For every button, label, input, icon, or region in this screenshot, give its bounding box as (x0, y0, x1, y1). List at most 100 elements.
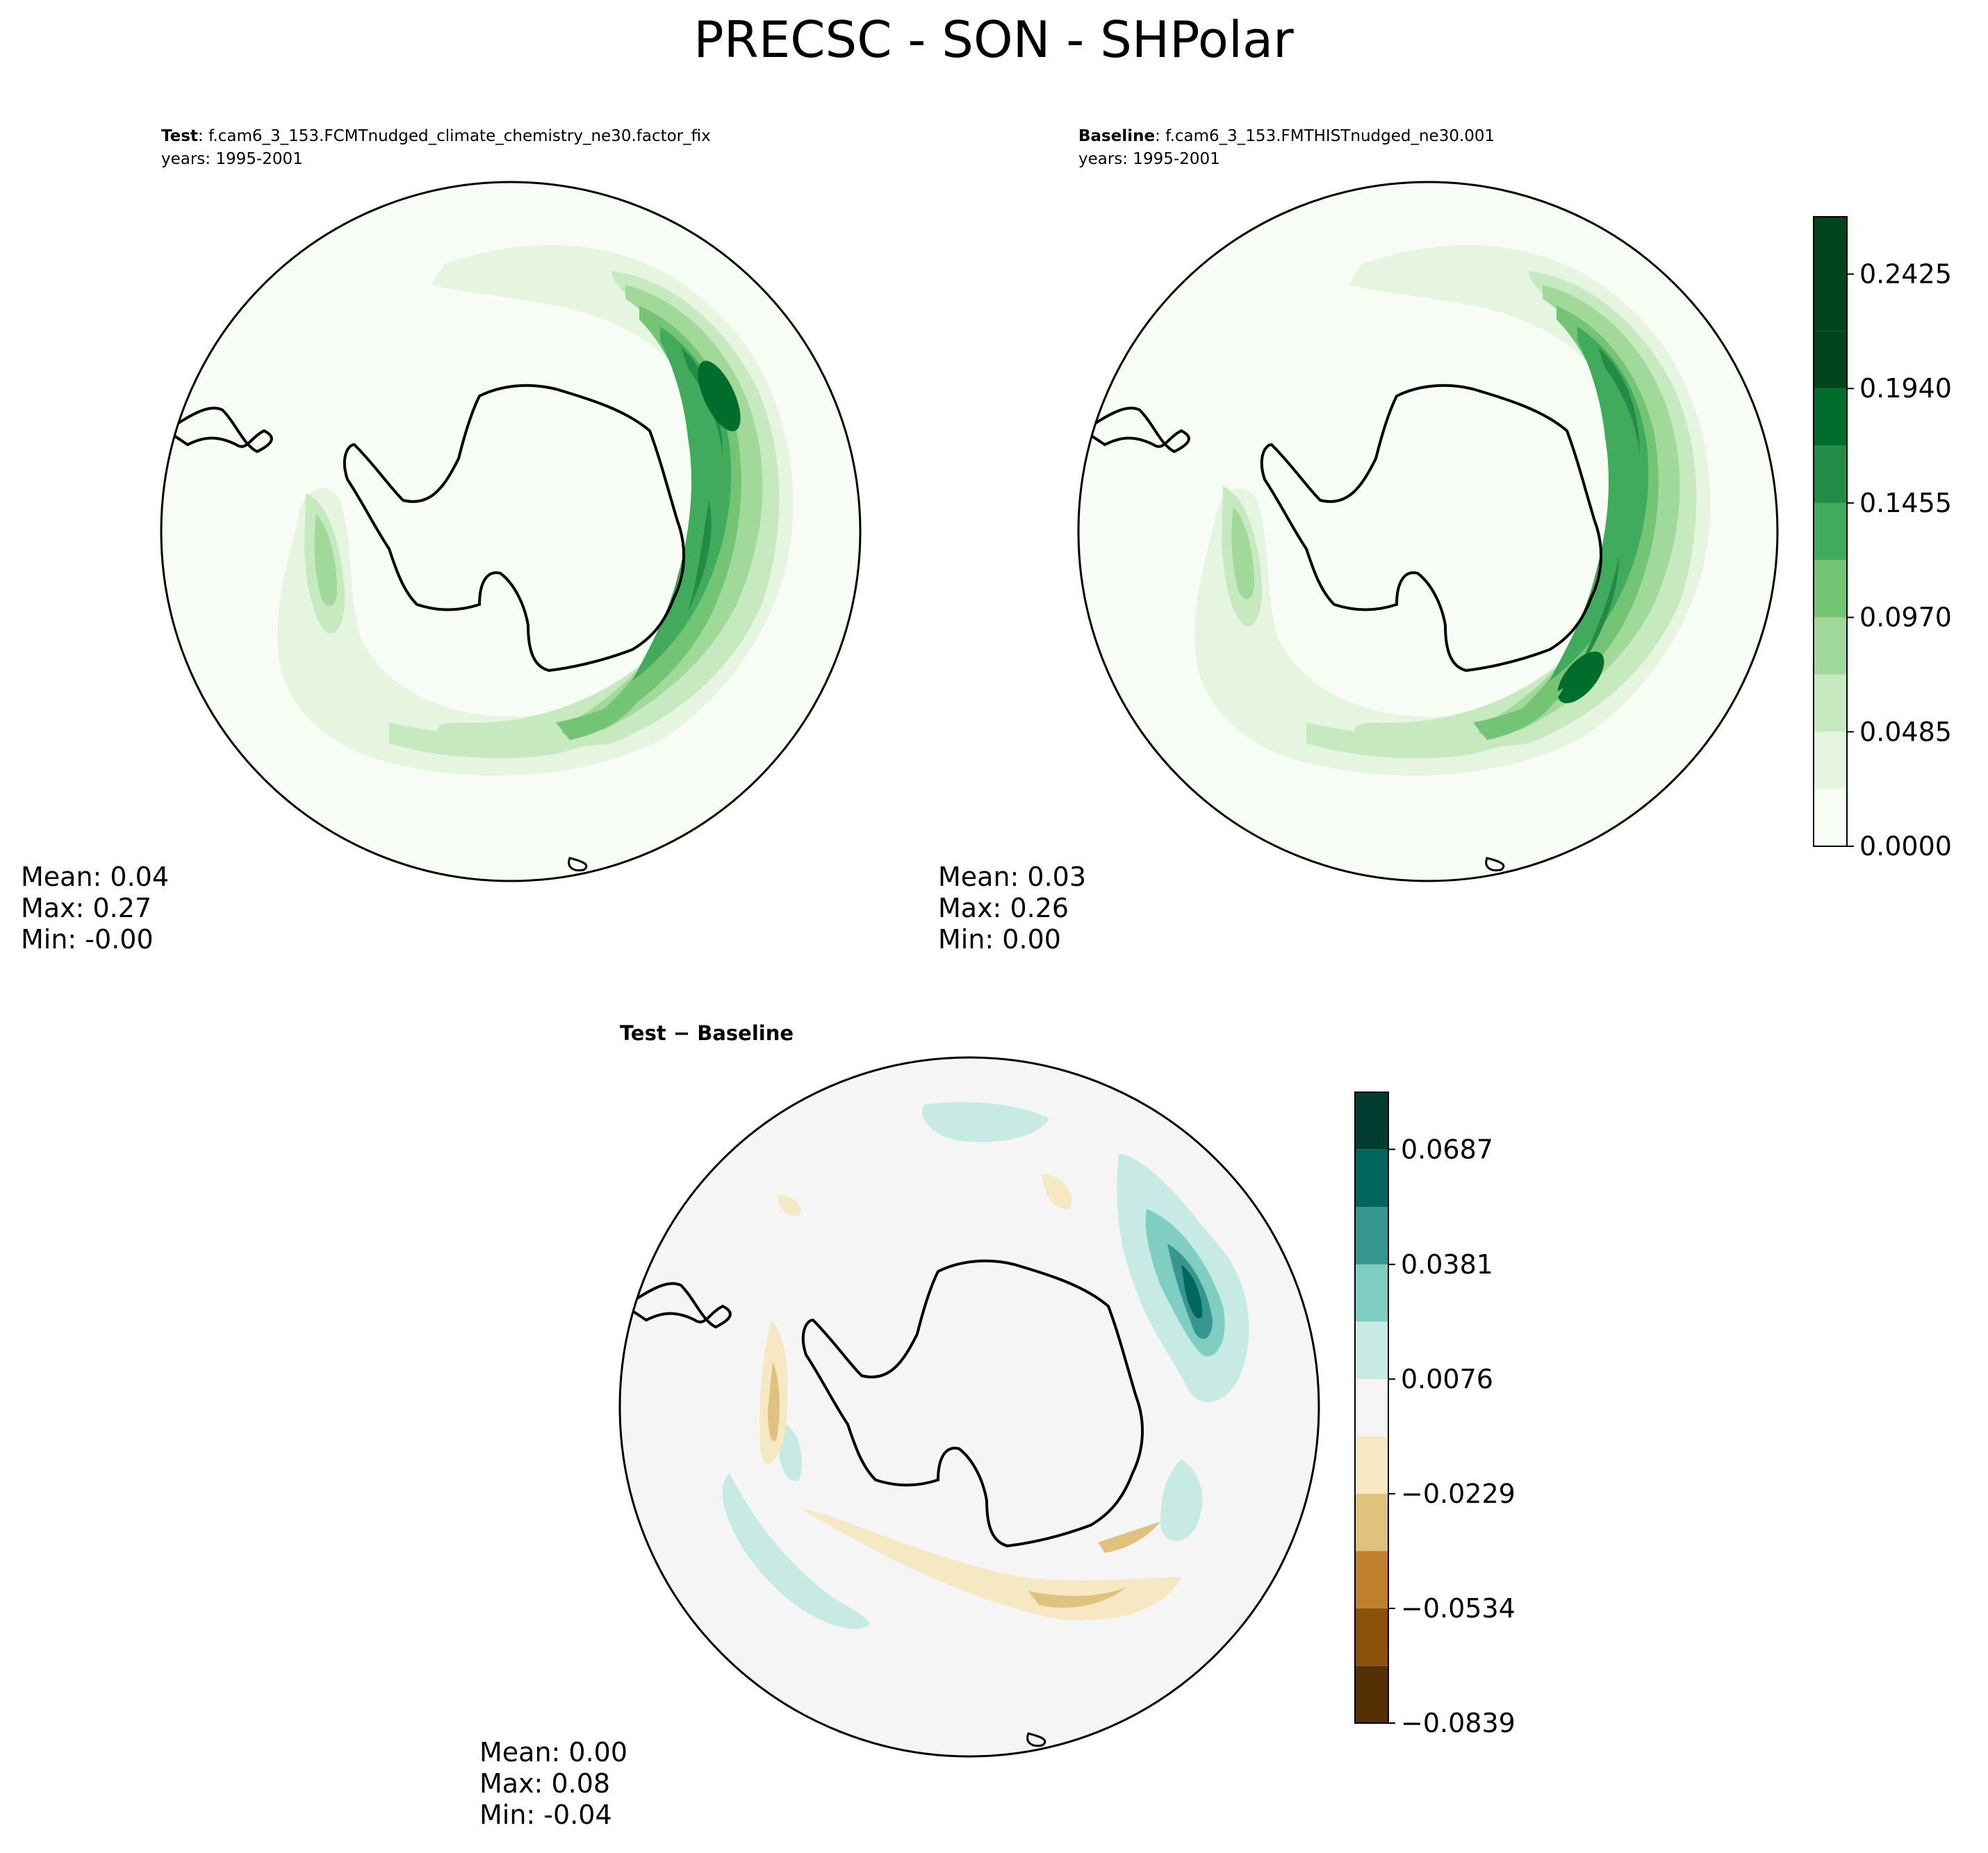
colorbar-diff: −0.0839 −0.0534 −0.0229 0.0076 0.0381 0.0687 (1354, 1092, 1515, 1738)
baseline-band-max (1557, 651, 1604, 704)
test-band-south-core (556, 688, 646, 740)
diff-map-field (620, 1057, 1319, 1756)
baseline-band-core2 (1550, 327, 1649, 681)
diff-colorbar-segment (1355, 1551, 1388, 1608)
test-min: Min: -0.00 (21, 924, 154, 955)
diff-pos-southeast (1160, 1459, 1203, 1542)
baseline-years: years: 1995-2001 (1078, 150, 1220, 168)
precip-colorbar-tick-label: 0.2425 (1859, 259, 1952, 290)
diff-colorbar-tick-label: −0.0839 (1401, 1708, 1515, 1738)
test-label-rest: : f.cam6_3_153.FCMTnudged_climate_chemis… (198, 127, 711, 145)
diff-neg-west-core (768, 1362, 780, 1442)
test-band-south (389, 723, 605, 759)
diff-colorbar-frame (1354, 1092, 1389, 1724)
precip-colorbar-segment (1814, 789, 1847, 846)
baseline-map-field (1078, 182, 1777, 881)
diff-colorbar-tick-label: 0.0687 (1401, 1134, 1493, 1164)
test-band-core2 (632, 327, 732, 681)
diff-colorbar-tick-label: 0.0076 (1401, 1364, 1493, 1394)
precip-colorbar-segment (1814, 617, 1847, 675)
test-patch-west-core (314, 514, 337, 607)
diff-map-frame (618, 1056, 1320, 1758)
diff-neg-south (799, 1508, 1181, 1620)
baseline-island (1485, 857, 1505, 872)
diff-pos-east-core (1181, 1265, 1203, 1319)
precip-colorbar-tick-label: 0.0970 (1859, 602, 1952, 633)
diff-neg-north (778, 1174, 1072, 1217)
test-map-frame (160, 181, 862, 882)
precip-colorbar-segment (1814, 388, 1847, 446)
diff-min: Min: -0.04 (479, 1800, 612, 1830)
baseline-band-south-core (1473, 688, 1563, 740)
baseline-band-outer (1194, 245, 1711, 776)
diff-colorbar-segment (1355, 1665, 1388, 1723)
diff-colorbar-tick-label: −0.0229 (1401, 1479, 1515, 1509)
test-south-america (164, 406, 273, 454)
diff-colorbar-segment (1355, 1092, 1388, 1150)
diff-pos-southwest (722, 1473, 870, 1629)
test-band-max (698, 361, 741, 431)
precip-colorbar-segment (1814, 502, 1847, 561)
colorbar-precip: 0.0000 0.0485 0.0970 0.1455 0.1940 0.2425 (1813, 216, 1952, 862)
precip-colorbar-tick-label: 0.0485 (1859, 716, 1952, 747)
test-max: Max: 0.27 (21, 893, 151, 923)
diff-colorbar-segment (1355, 1207, 1388, 1265)
baseline-south-america (1081, 406, 1190, 454)
precip-colorbar-segment (1814, 217, 1847, 274)
baseline-panel: Baseline: f.cam6_3_153.FMTHISTnudged_ne3… (938, 127, 1779, 955)
diff-colorbar-tick-label: −0.0534 (1401, 1593, 1515, 1624)
diff-colorbar-tick-label: 0.0381 (1401, 1249, 1493, 1280)
baseline-max: Max: 0.26 (938, 893, 1069, 923)
baseline-label-bold: Baseline (1078, 127, 1155, 145)
diff-max: Max: 0.08 (479, 1768, 610, 1799)
diff-panel: Test − Baseline Mean: 0.00 Max: 0.08 (479, 1021, 1320, 1830)
test-years: years: 1995-2001 (161, 150, 303, 168)
precip-colorbar-frame (1813, 216, 1848, 847)
diff-south-america (623, 1282, 732, 1329)
precip-colorbar-segment (1814, 445, 1847, 503)
test-island (568, 857, 588, 872)
precip-colorbar-segment (1814, 560, 1847, 618)
diff-panel-label: Test − Baseline (620, 1021, 794, 1045)
precip-colorbar-segment (1814, 274, 1847, 331)
diff-colorbar-segment (1355, 1493, 1388, 1551)
precip-colorbar-segment (1814, 674, 1847, 732)
precip-colorbar-segment (1814, 732, 1847, 789)
precip-colorbar-tick-label: 0.1455 (1859, 488, 1952, 518)
diff-antarctica-coast (801, 1259, 1144, 1548)
test-mean: Mean: 0.04 (21, 862, 169, 892)
diff-colorbar-segment (1355, 1149, 1388, 1208)
baseline-band-core3 (1570, 347, 1640, 681)
diff-colorbar-segment (1355, 1321, 1388, 1379)
test-label-bold: Test (161, 127, 198, 145)
precip-colorbar-tick-label: 0.1940 (1859, 373, 1952, 404)
diff-neg-south-core (1028, 1522, 1160, 1608)
diff-pos-west-small (778, 1424, 802, 1481)
test-band-outer (277, 245, 794, 776)
test-panel-label: Test: f.cam6_3_153.FCMTnudged_climate_ch… (161, 127, 711, 145)
precip-colorbar-tick-label: 0.0000 (1859, 831, 1952, 862)
baseline-patch-west-core (1231, 507, 1254, 600)
test-antarctica-coast (343, 384, 685, 673)
diff-pos-north (922, 1102, 1049, 1142)
figure-title: PRECSC - SON - SHPolar (693, 10, 1294, 69)
baseline-panel-label: Baseline: f.cam6_3_153.FMTHISTnudged_ne3… (1078, 127, 1495, 145)
baseline-map-frame (1077, 181, 1779, 882)
baseline-mean: Mean: 0.03 (938, 862, 1086, 892)
baseline-label-rest: : f.cam6_3_153.FMTHISTnudged_ne30.001 (1155, 127, 1495, 145)
baseline-antarctica-coast (1260, 384, 1602, 673)
test-map-field (161, 182, 860, 881)
baseline-band-south (1306, 723, 1522, 759)
diff-colorbar-segment (1355, 1264, 1388, 1322)
precip-colorbar-segment (1814, 331, 1847, 389)
diff-colorbar-segment (1355, 1436, 1388, 1494)
diff-colorbar-segment (1355, 1608, 1388, 1666)
test-panel: Test: f.cam6_3_153.FCMTnudged_climate_ch… (21, 127, 862, 955)
diff-island (1026, 1732, 1046, 1747)
test-band-core3 (681, 347, 723, 611)
diff-mean: Mean: 0.00 (479, 1737, 627, 1768)
baseline-min: Min: 0.00 (938, 924, 1061, 955)
diff-colorbar-segment (1355, 1378, 1388, 1437)
diff-map-background (620, 1057, 1319, 1756)
